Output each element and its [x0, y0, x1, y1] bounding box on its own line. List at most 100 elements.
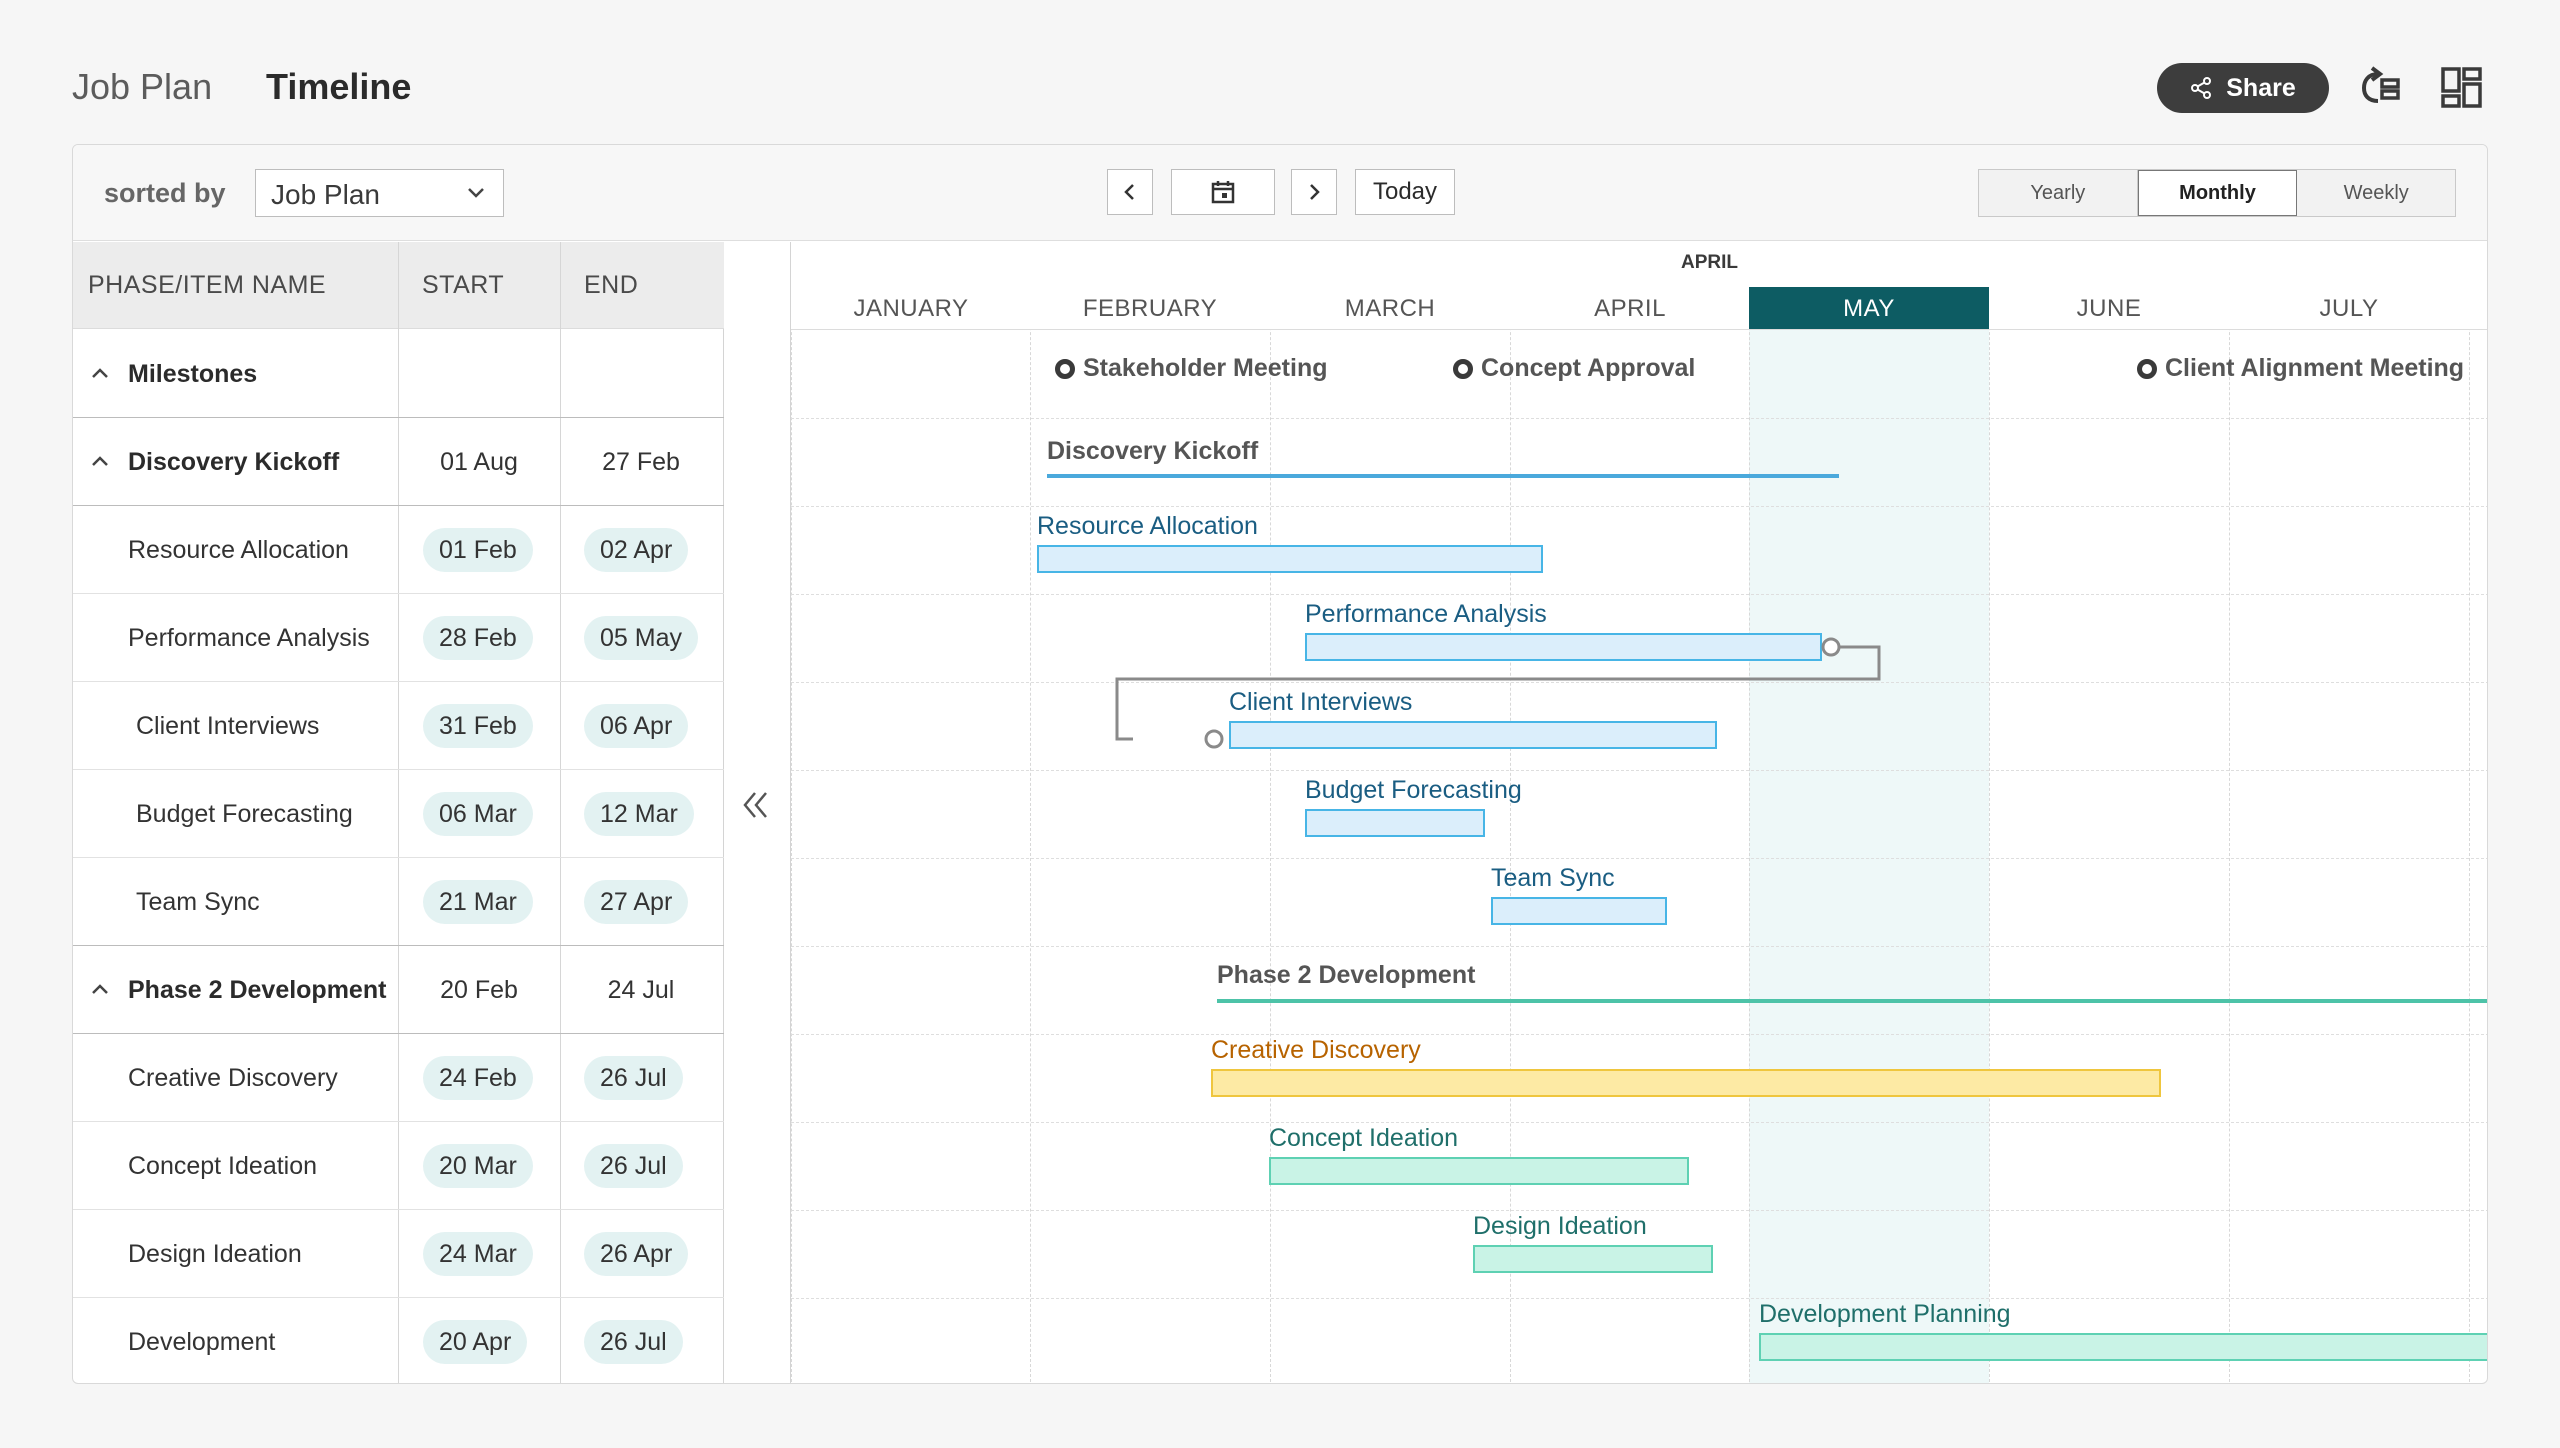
row-name: Milestones: [128, 360, 258, 388]
bar-label: Performance Analysis: [1305, 600, 1547, 628]
end-date-pill[interactable]: 27 Apr: [584, 880, 689, 924]
start-date-pill[interactable]: 01 Feb: [423, 528, 533, 572]
end-date-pill[interactable]: 05 May: [584, 616, 698, 660]
table-row[interactable]: Resource Allocation 01 Feb 02 Apr: [73, 506, 724, 594]
chevron-up-icon[interactable]: [89, 362, 111, 384]
task-bar-concept-ideation[interactable]: [1269, 1157, 1689, 1185]
table-row[interactable]: Creative Discovery 24 Feb 26 Jul: [73, 1034, 724, 1122]
sort-select[interactable]: Job Plan: [255, 169, 504, 217]
grid-line: [1270, 287, 1271, 1383]
start-date-pill[interactable]: 28 Feb: [423, 616, 533, 660]
grid-line: [791, 1298, 2487, 1299]
date-picker-button[interactable]: [1171, 169, 1275, 215]
redo-icon[interactable]: [2358, 66, 2402, 110]
task-bar-budget-forecasting[interactable]: [1305, 809, 1485, 837]
milestone[interactable]: Concept Approval: [1453, 354, 1695, 383]
start-date-pill[interactable]: 20 Mar: [423, 1144, 533, 1188]
toolbar: sorted by Job Plan Today Yearly Monthly …: [73, 145, 2487, 241]
grid-line: [791, 506, 2487, 507]
group-span-discovery-kickoff[interactable]: [1047, 474, 1839, 478]
task-bar-resource-allocation[interactable]: [1037, 545, 1543, 573]
task-bar-development-planning[interactable]: [1759, 1333, 2487, 1361]
table-row[interactable]: Development 20 Apr 26 Jul: [73, 1298, 724, 1383]
timeline-chart: APRIL JANUARY FEBRUARY MARCH APRIL MAY J…: [791, 242, 2487, 1383]
today-button[interactable]: Today: [1355, 169, 1455, 215]
view-yearly-button[interactable]: Yearly: [1979, 170, 2138, 216]
table-row[interactable]: Performance Analysis 28 Feb 05 May: [73, 594, 724, 682]
collapse-panel-strip: [725, 242, 791, 1383]
view-monthly-button[interactable]: Monthly: [2137, 170, 2298, 216]
bar-label: Creative Discovery: [1211, 1036, 1421, 1064]
grid-line: [791, 682, 2487, 683]
table-row[interactable]: Concept Ideation 20 Mar 26 Jul: [73, 1122, 724, 1210]
grid-line: [1749, 287, 1750, 1383]
group-label-phase-2-development: Phase 2 Development: [1217, 961, 1476, 989]
bar-label: Resource Allocation: [1037, 512, 1258, 540]
row-name: Client Interviews: [136, 712, 320, 740]
grid-line: [791, 770, 2487, 771]
table-row-discovery-kickoff[interactable]: Discovery Kickoff 01 Aug 27 Feb: [73, 418, 724, 506]
bar-label: Client Interviews: [1229, 688, 1413, 716]
task-bar-design-ideation[interactable]: [1473, 1245, 1713, 1273]
grid-line: [791, 287, 792, 1383]
end-date-pill[interactable]: 06 Apr: [584, 704, 689, 748]
timeline-panel: sorted by Job Plan Today Yearly Monthly …: [72, 144, 2488, 1384]
end-date-pill[interactable]: 26 Jul: [584, 1056, 683, 1100]
table-row[interactable]: Budget Forecasting 06 Mar 12 Mar: [73, 770, 724, 858]
task-bar-client-interviews[interactable]: [1229, 721, 1717, 749]
row-name: Resource Allocation: [128, 536, 349, 564]
end-date-pill[interactable]: 26 Jul: [584, 1320, 683, 1364]
tab-job-plan[interactable]: Job Plan: [72, 66, 213, 107]
chevron-down-icon: [465, 182, 487, 204]
column-divider: [560, 242, 561, 1383]
prev-button[interactable]: [1107, 169, 1153, 215]
table-row[interactable]: Client Interviews 31 Feb 06 Apr: [73, 682, 724, 770]
month-may[interactable]: MAY: [1749, 287, 1989, 329]
grid-line: [791, 418, 2487, 419]
end-date-pill[interactable]: 12 Mar: [584, 792, 694, 836]
dependency-connector: [1115, 637, 1881, 749]
milestone[interactable]: Stakeholder Meeting: [1055, 354, 1328, 383]
end-date-pill[interactable]: 26 Apr: [584, 1232, 689, 1276]
start-date-pill[interactable]: 21 Mar: [423, 880, 533, 924]
table-row[interactable]: Design Ideation 24 Mar 26 Apr: [73, 1210, 724, 1298]
tab-timeline[interactable]: Timeline: [266, 66, 412, 107]
bar-label: Design Ideation: [1473, 1212, 1647, 1240]
row-name: Performance Analysis: [128, 624, 370, 652]
row-name: Discovery Kickoff: [128, 448, 340, 476]
grid-line: [791, 946, 2487, 947]
chevron-up-icon[interactable]: [89, 978, 111, 1000]
table-row-milestones[interactable]: Milestones: [73, 330, 724, 418]
view-weekly-button[interactable]: Weekly: [2343, 181, 2409, 204]
chevron-up-icon[interactable]: [89, 450, 111, 472]
share-button[interactable]: Share: [2157, 63, 2329, 113]
sorted-by-label: sorted by: [104, 178, 226, 208]
share-label: Share: [2226, 73, 2296, 102]
start-date-pill[interactable]: 20 Apr: [423, 1320, 528, 1364]
task-bar-team-sync[interactable]: [1491, 897, 1667, 925]
grid-line: [791, 594, 2487, 595]
start-date-pill[interactable]: 24 Feb: [423, 1056, 533, 1100]
grid-view-icon[interactable]: [2440, 66, 2484, 110]
start-date-pill[interactable]: 06 Mar: [423, 792, 533, 836]
grid-line: [1989, 287, 1990, 1383]
double-chevron-left-icon[interactable]: [739, 787, 771, 823]
table-row[interactable]: Team Sync 21 Mar 27 Apr: [73, 858, 724, 946]
sort-select-value: Job Plan: [271, 179, 380, 210]
row-start: 20 Feb: [440, 976, 518, 1004]
task-bar-performance-analysis[interactable]: [1305, 633, 1822, 661]
task-bar-creative-discovery[interactable]: [1211, 1069, 2161, 1097]
table-row-phase-2-development[interactable]: Phase 2 Development 20 Feb 24 Jul: [73, 946, 724, 1034]
start-date-pill[interactable]: 24 Mar: [423, 1232, 533, 1276]
row-name: Development: [128, 1328, 276, 1356]
milestone[interactable]: Client Alignment Meeting: [2137, 354, 2464, 383]
row-name: Phase 2 Development: [128, 976, 387, 1004]
group-span-phase-2-development[interactable]: [1217, 999, 2487, 1003]
row-name: Creative Discovery: [128, 1064, 338, 1092]
current-month-highlight: [1749, 330, 1989, 1383]
end-date-pill[interactable]: 26 Jul: [584, 1144, 683, 1188]
start-date-pill[interactable]: 31 Feb: [423, 704, 533, 748]
next-button[interactable]: [1291, 169, 1337, 215]
end-date-pill[interactable]: 02 Apr: [584, 528, 689, 572]
timeline-top-label: APRIL: [1681, 252, 1738, 273]
